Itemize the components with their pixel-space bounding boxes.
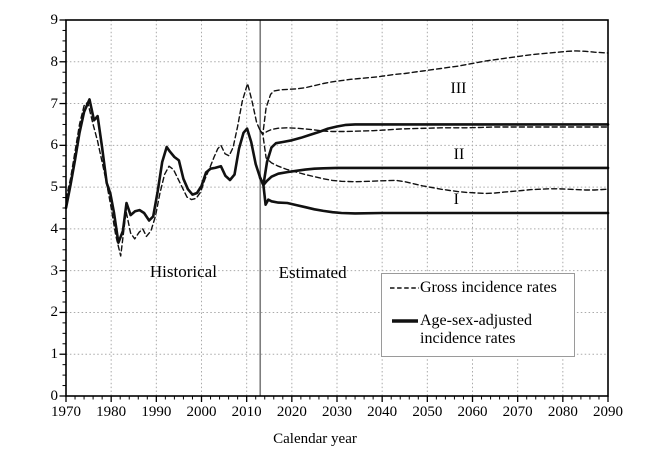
legend-entry-gross: Gross incidence rates <box>389 279 567 297</box>
x-tick-label-2010: 2010 <box>231 404 262 420</box>
solid-line-sample-icon <box>392 319 418 323</box>
x-tick-label-2000: 2000 <box>186 404 217 420</box>
x-tick-label-2040: 2040 <box>367 404 398 420</box>
legend-label-gross: Gross incidence rates <box>420 279 557 296</box>
dashed-line-sample-icon <box>390 287 419 289</box>
y-tick-label-7: 7 <box>50 95 59 112</box>
x-tick-label-1990: 1990 <box>141 404 172 420</box>
legend-label-adjusted: Age-sex-adjusted incidence rates <box>420 312 532 347</box>
annotation-iii: III <box>450 79 467 97</box>
x-tick-label-2020: 2020 <box>276 404 307 420</box>
series-line <box>259 50 609 135</box>
y-tick-label-5: 5 <box>50 179 59 196</box>
series-line <box>259 129 609 195</box>
x-tick-label-2080: 2080 <box>547 404 578 420</box>
y-tick-label-4: 4 <box>50 220 59 237</box>
x-tick-label-1970: 1970 <box>51 404 81 420</box>
x-tick-label-1980: 1980 <box>96 404 127 420</box>
series-line <box>258 166 610 187</box>
legend-box: Gross incidence rates Age-sex-adjusted i… <box>381 273 575 357</box>
series-line <box>258 123 610 187</box>
series-line <box>259 126 609 135</box>
annotation-historical: Historical <box>149 261 217 281</box>
y-tick-label-2: 2 <box>50 304 59 321</box>
annotation-estimated: Estimated <box>278 262 347 282</box>
x-tick-label-2030: 2030 <box>322 404 352 420</box>
series-line <box>65 82 261 257</box>
y-tick-label-3: 3 <box>50 262 59 279</box>
x-tick-label-2070: 2070 <box>502 404 533 420</box>
x-axis-title: Calendar year <box>273 431 357 447</box>
x-tick-label-2090: 2090 <box>593 404 623 420</box>
series-line <box>64 98 262 244</box>
y-tick-label-0: 0 <box>50 388 59 404</box>
annotation-ii: II <box>453 145 465 163</box>
annotation-i: I <box>453 190 459 208</box>
y-tick-label-8: 8 <box>50 53 59 70</box>
series-line <box>258 176 610 215</box>
y-tick-label-9: 9 <box>50 12 59 28</box>
x-tick-label-2050: 2050 <box>412 404 443 420</box>
y-tick-label-1: 1 <box>50 346 59 363</box>
x-tick-label-2060: 2060 <box>457 404 488 420</box>
y-tick-label-6: 6 <box>50 137 59 154</box>
legend-entry-adjusted: Age-sex-adjusted incidence rates <box>389 312 567 347</box>
